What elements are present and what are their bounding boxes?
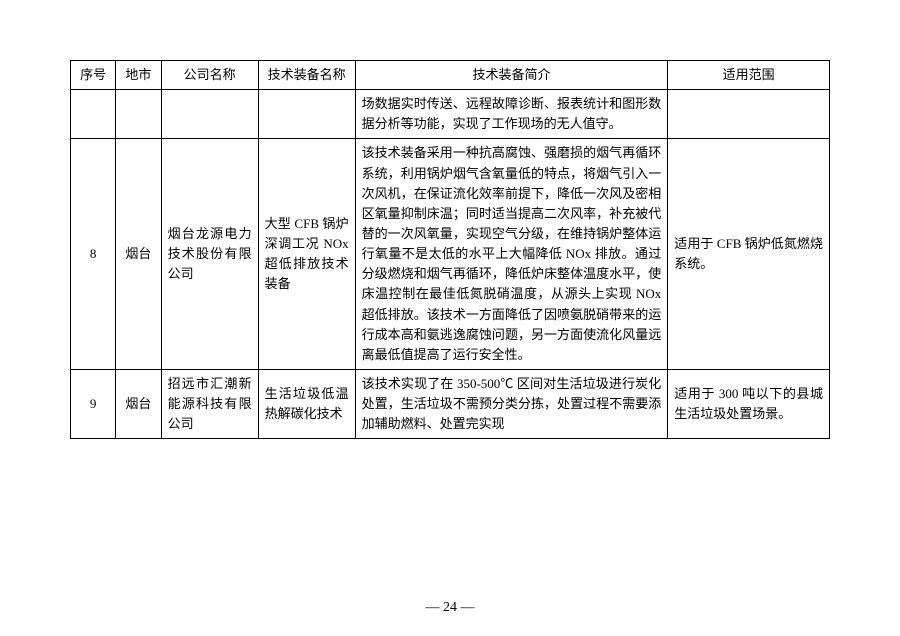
cell-comp: 招远市汇潮新能源科技有限公司	[161, 369, 258, 438]
cell-brief: 该技术实现了在 350-500℃ 区间对生活垃圾进行炭化处置，生活垃圾不需预分类…	[355, 369, 668, 438]
table-row: 8 烟台 烟台龙源电力技术股份有限公司 大型 CFB 锅炉深调工况 NOx 超低…	[71, 139, 830, 370]
header-city: 地市	[116, 61, 161, 90]
header-brief: 技术装备简介	[355, 61, 668, 90]
table-row: 场数据实时传送、远程故障诊断、报表统计和图形数据分析等功能，实现了工作现场的无人…	[71, 90, 830, 139]
cell-comp	[161, 90, 258, 139]
cell-scope: 适用于 CFB 锅炉低氮燃烧系统。	[668, 139, 830, 370]
cell-eqname: 大型 CFB 锅炉深调工况 NOx 超低排放技术装备	[258, 139, 355, 370]
cell-eqname	[258, 90, 355, 139]
cell-num	[71, 90, 116, 139]
header-eqname: 技术装备名称	[258, 61, 355, 90]
cell-city	[116, 90, 161, 139]
cell-scope	[668, 90, 830, 139]
page-number: — 24 —	[0, 600, 900, 616]
cell-comp: 烟台龙源电力技术股份有限公司	[161, 139, 258, 370]
cell-num: 9	[71, 369, 116, 438]
cell-brief: 该技术装备采用一种抗高腐蚀、强磨损的烟气再循环系统，利用锅炉烟气含氧量低的特点，…	[355, 139, 668, 370]
header-num: 序号	[71, 61, 116, 90]
cell-city: 烟台	[116, 369, 161, 438]
cell-num: 8	[71, 139, 116, 370]
header-scope: 适用范围	[668, 61, 830, 90]
cell-eqname: 生活垃圾低温热解碳化技术	[258, 369, 355, 438]
table-header-row: 序号 地市 公司名称 技术装备名称 技术装备简介 适用范围	[71, 61, 830, 90]
header-comp: 公司名称	[161, 61, 258, 90]
document-page: 序号 地市 公司名称 技术装备名称 技术装备简介 适用范围 场数据实时传送、远程…	[0, 0, 900, 636]
cell-brief: 场数据实时传送、远程故障诊断、报表统计和图形数据分析等功能，实现了工作现场的无人…	[355, 90, 668, 139]
cell-city: 烟台	[116, 139, 161, 370]
cell-scope: 适用于 300 吨以下的县城生活垃圾处置场景。	[668, 369, 830, 438]
equipment-table: 序号 地市 公司名称 技术装备名称 技术装备简介 适用范围 场数据实时传送、远程…	[70, 60, 830, 439]
table-row: 9 烟台 招远市汇潮新能源科技有限公司 生活垃圾低温热解碳化技术 该技术实现了在…	[71, 369, 830, 438]
